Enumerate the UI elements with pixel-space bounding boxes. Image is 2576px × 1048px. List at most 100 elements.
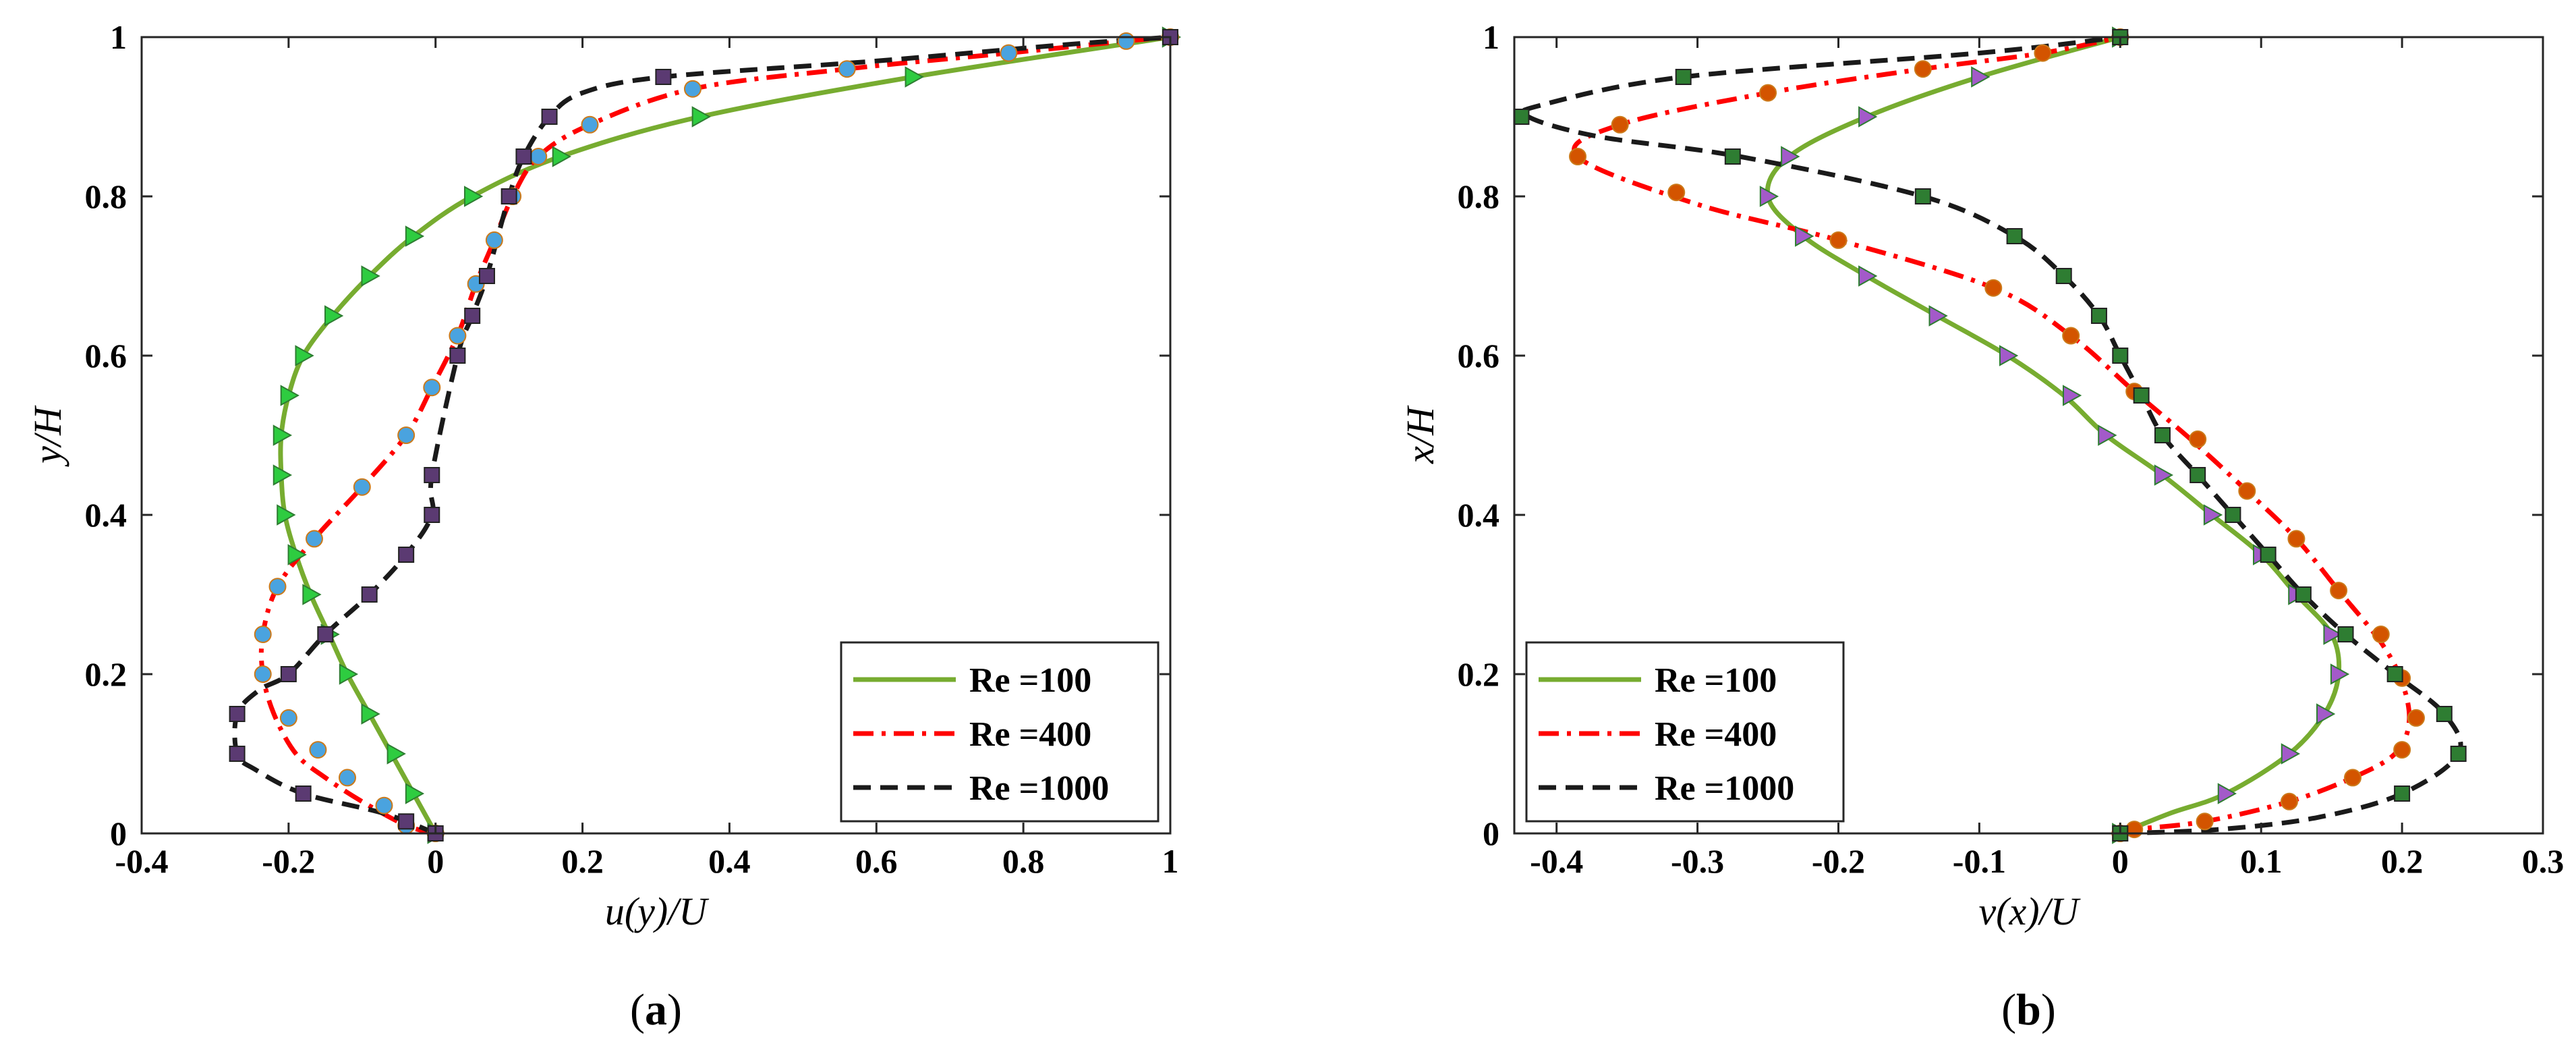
data-marker-a-0 <box>339 663 359 685</box>
data-marker-a-1 <box>305 530 323 548</box>
x-tick-label-a: 0.8 <box>1002 842 1045 880</box>
data-marker-a-2 <box>361 586 378 603</box>
data-marker-a-2 <box>464 308 481 324</box>
y-tick-label-b: 0.4 <box>1458 496 1500 534</box>
legend-b: Re =100 Re =400 Re =1000 <box>1525 641 1845 823</box>
panel-a: -0.4 -0.2 0 0.2 0.4 0.6 0.8 1 0 0.2 0.4 0.6 0.8 1 u(y… <box>26 18 1182 1035</box>
data-marker-a-1 <box>339 769 356 787</box>
x-tick-label-b: 0 <box>2112 842 2129 880</box>
data-marker-a-1 <box>254 626 272 643</box>
data-marker-a-1 <box>268 578 287 596</box>
data-marker-a-1 <box>485 231 503 249</box>
data-marker-b-1 <box>1569 148 1587 165</box>
data-marker-b-1 <box>1914 60 1932 78</box>
data-marker-a-1 <box>1117 32 1135 50</box>
data-marker-b-2 <box>2006 228 2023 244</box>
panel-caption-a-letter: a <box>645 985 667 1035</box>
y-tick-label-a: 0.4 <box>85 496 127 534</box>
data-marker-a-2 <box>500 188 517 204</box>
legend-label-a-0: Re =100 <box>969 661 1091 700</box>
data-marker-b-0 <box>2062 385 2082 406</box>
data-marker-a-0 <box>405 783 425 804</box>
data-marker-b-2 <box>2386 666 2403 682</box>
x-axis-label-a: u(y)/U <box>605 889 710 933</box>
data-marker-a-2 <box>280 666 297 682</box>
y-tick-label-a: 0.2 <box>85 655 127 693</box>
data-marker-b-1 <box>2343 769 2362 787</box>
data-marker-a-2 <box>229 706 246 722</box>
data-marker-b-0 <box>1795 225 1814 247</box>
data-marker-b-2 <box>2260 547 2277 563</box>
data-marker-b-0 <box>2154 464 2174 486</box>
data-marker-b-1 <box>2062 327 2080 345</box>
data-marker-b-2 <box>2055 268 2072 284</box>
data-marker-b-2 <box>2450 746 2467 762</box>
data-marker-a-0 <box>361 265 380 287</box>
data-marker-b-1 <box>1984 279 2003 297</box>
data-marker-b-2 <box>1675 69 1692 85</box>
y-tick-label-b: 0.8 <box>1458 177 1500 215</box>
data-marker-a-2 <box>541 109 558 125</box>
data-marker-a-1 <box>529 148 548 165</box>
data-marker-a-2 <box>424 507 440 523</box>
x-tick-label-a: 0.2 <box>561 842 604 880</box>
x-tick-label-a: 0 <box>427 842 444 880</box>
data-marker-b-0 <box>1759 186 1779 207</box>
data-marker-a-1 <box>423 379 441 397</box>
data-marker-a-2 <box>655 69 672 85</box>
y-axis-label-a: y/H <box>26 405 69 467</box>
data-marker-b-0 <box>1971 66 1991 88</box>
axes-frame-b <box>1513 36 2544 835</box>
axes-frame-a <box>140 36 1172 835</box>
data-marker-b-0 <box>2281 743 2301 765</box>
data-marker-b-0 <box>2217 783 2237 804</box>
data-marker-a-0 <box>287 544 307 566</box>
data-marker-a-0 <box>361 703 380 725</box>
x-tick-label-a: 0.4 <box>708 842 751 880</box>
data-marker-b-2 <box>2112 348 2129 364</box>
data-marker-b-1 <box>2196 812 2214 831</box>
x-tick-label-b: -0.1 <box>1953 842 2006 880</box>
data-marker-b-2 <box>2133 387 2150 404</box>
legend-label-b-2: Re =1000 <box>1655 769 1794 808</box>
data-marker-b-1 <box>1759 84 1777 102</box>
data-marker-a-2 <box>398 813 415 830</box>
y-tick-label-b: 0.2 <box>1458 655 1500 693</box>
data-marker-a-1 <box>581 115 599 134</box>
legend-label-b-0: Re =100 <box>1655 661 1777 700</box>
data-marker-a-2 <box>317 626 334 642</box>
data-marker-a-0 <box>405 225 425 247</box>
x-tick-label-b: 0.3 <box>2522 842 2565 880</box>
data-marker-a-0 <box>691 106 711 128</box>
data-marker-b-1 <box>2238 482 2256 500</box>
data-marker-b-2 <box>2189 467 2206 483</box>
data-marker-b-1 <box>2287 530 2306 548</box>
x-tick-label-b: -0.4 <box>1530 842 1583 880</box>
x-tick-label-b: 0.2 <box>2381 842 2424 880</box>
data-marker-a-1 <box>254 665 272 683</box>
data-marker-a-0 <box>277 504 296 526</box>
data-marker-b-1 <box>2034 44 2052 62</box>
data-marker-b-1 <box>2280 792 2298 810</box>
y-tick-label-b: 0 <box>1483 815 1499 852</box>
y-tick-label-a: 0.6 <box>85 337 127 375</box>
data-marker-a-2 <box>424 467 440 483</box>
data-marker-b-1 <box>2372 626 2390 643</box>
data-marker-a-2 <box>449 348 466 364</box>
data-marker-b-2 <box>2295 586 2312 603</box>
data-marker-b-0 <box>1858 265 1878 287</box>
data-marker-b-2 <box>2436 706 2453 722</box>
data-marker-a-1 <box>353 478 371 496</box>
data-marker-b-2 <box>1914 188 1931 204</box>
y-tick-label-b: 1 <box>1483 18 1499 56</box>
data-marker-b-0 <box>2316 703 2336 725</box>
data-marker-b-1 <box>2125 821 2144 839</box>
data-marker-b-0 <box>1928 305 1948 327</box>
data-marker-b-0 <box>2098 424 2117 446</box>
data-marker-a-0 <box>387 743 406 765</box>
series-line-b-0 <box>1765 34 2342 836</box>
series-line-a-1 <box>258 34 1171 836</box>
x-tick-label-a: 0.6 <box>855 842 898 880</box>
data-marker-a-2 <box>229 746 246 762</box>
